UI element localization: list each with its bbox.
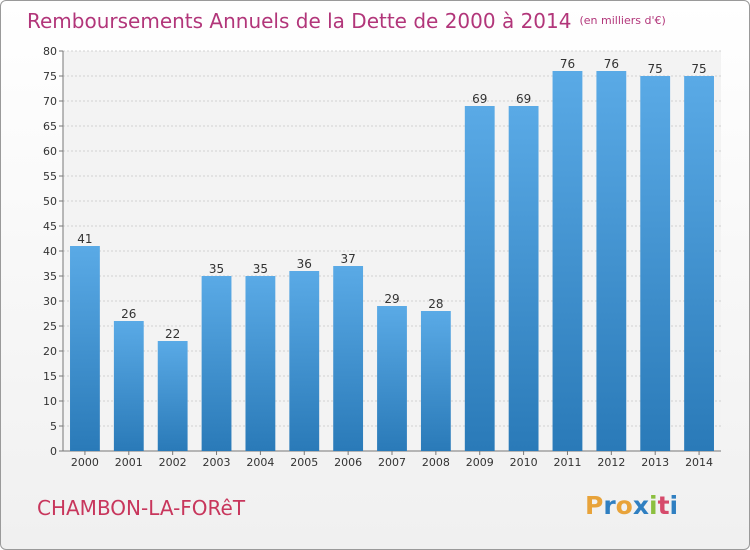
data-label-2014: 75 [691, 62, 706, 76]
bar-2009 [464, 106, 495, 451]
y-tick-label: 80 [43, 45, 57, 58]
logo-letter: P [585, 491, 604, 520]
x-tick-label-2010: 2010 [510, 456, 538, 469]
logo-letter: o [615, 491, 633, 520]
bar-2000 [70, 246, 100, 451]
x-tick-label-2001: 2001 [115, 456, 143, 469]
x-tick-label-2013: 2013 [641, 456, 669, 469]
data-label-2011: 76 [560, 57, 575, 71]
bar-2005 [289, 271, 320, 451]
proxiti-logo: Proxiti [585, 491, 678, 520]
bar-2004 [245, 276, 276, 451]
data-label-2007: 29 [384, 292, 399, 306]
y-tick-label: 55 [43, 170, 57, 183]
data-label-2004: 35 [253, 262, 268, 276]
x-tick-label-2005: 2005 [290, 456, 318, 469]
data-label-2013: 75 [648, 62, 663, 76]
data-label-2012: 76 [604, 57, 619, 71]
bar-layer [70, 71, 714, 451]
chart-title: Remboursements Annuels de la Dette de 20… [27, 9, 666, 33]
y-tick-label: 0 [50, 445, 57, 458]
bar-2002 [157, 341, 188, 451]
data-label-2008: 28 [428, 297, 443, 311]
logo-letter: r [603, 491, 616, 520]
y-tick-label: 40 [43, 245, 57, 258]
x-tick-label-2012: 2012 [597, 456, 625, 469]
bar-2010 [508, 106, 539, 451]
x-tick-label-2007: 2007 [378, 456, 406, 469]
data-label-2005: 36 [297, 257, 312, 271]
data-label-2000: 41 [77, 232, 92, 246]
commune-name: CHAMBON-LA-FORêT [37, 496, 246, 520]
y-tick-label: 10 [43, 395, 57, 408]
data-label-2002: 22 [165, 327, 180, 341]
logo-letter: i [649, 491, 658, 520]
bar-2011 [552, 71, 583, 451]
x-tick-label-2014: 2014 [685, 456, 713, 469]
x-tick-label-2002: 2002 [159, 456, 187, 469]
y-tick-label: 50 [43, 195, 57, 208]
logo-letter: i [669, 491, 679, 520]
y-tick-label: 75 [43, 70, 57, 83]
y-tick-label: 25 [43, 320, 57, 333]
y-tick-label: 5 [50, 420, 57, 433]
data-label-2006: 37 [340, 252, 355, 266]
x-tick-label-2003: 2003 [203, 456, 231, 469]
label-layer: 41 26 22 35 35 36 37 29 28 69 69 76 76 75 75 [77, 57, 706, 341]
data-label-2003: 35 [209, 262, 224, 276]
bar-2012 [596, 71, 627, 451]
y-tick-label: 20 [43, 345, 57, 358]
bar-2006 [333, 266, 364, 451]
chart-subtitle: (en milliers d'€) [579, 14, 666, 27]
axis-layer: 0 5 10 15 20 25 30 35 40 45 50 55 60 65 70 75 80 2000 2001… [43, 45, 721, 469]
data-label-2001: 26 [121, 307, 136, 321]
y-tick-label: 65 [43, 120, 57, 133]
bar-2003 [201, 276, 232, 451]
x-tick-label-2011: 2011 [553, 456, 581, 469]
y-tick-label: 45 [43, 220, 57, 233]
bar-2001 [113, 321, 144, 451]
bar-2013 [640, 76, 671, 451]
y-tick-label: 70 [43, 95, 57, 108]
bar-2014 [684, 76, 714, 451]
x-tick-label-2009: 2009 [466, 456, 494, 469]
bar-2007 [377, 306, 407, 451]
logo-letter: x [632, 491, 649, 520]
x-tick-label-2004: 2004 [246, 456, 274, 469]
logo-letter: t [657, 491, 670, 520]
y-tick-label: 15 [43, 370, 57, 383]
y-tick-label: 30 [43, 295, 57, 308]
y-tick-label: 60 [43, 145, 57, 158]
bar-2008 [420, 311, 451, 451]
data-label-2010: 69 [516, 92, 531, 106]
y-tick-label: 35 [43, 270, 57, 283]
chart-title-text: Remboursements Annuels de la Dette de 20… [27, 9, 572, 33]
x-tick-label-2000: 2000 [71, 456, 99, 469]
x-tick-label-2006: 2006 [334, 456, 362, 469]
data-label-2009: 69 [472, 92, 487, 106]
x-tick-label-2008: 2008 [422, 456, 450, 469]
